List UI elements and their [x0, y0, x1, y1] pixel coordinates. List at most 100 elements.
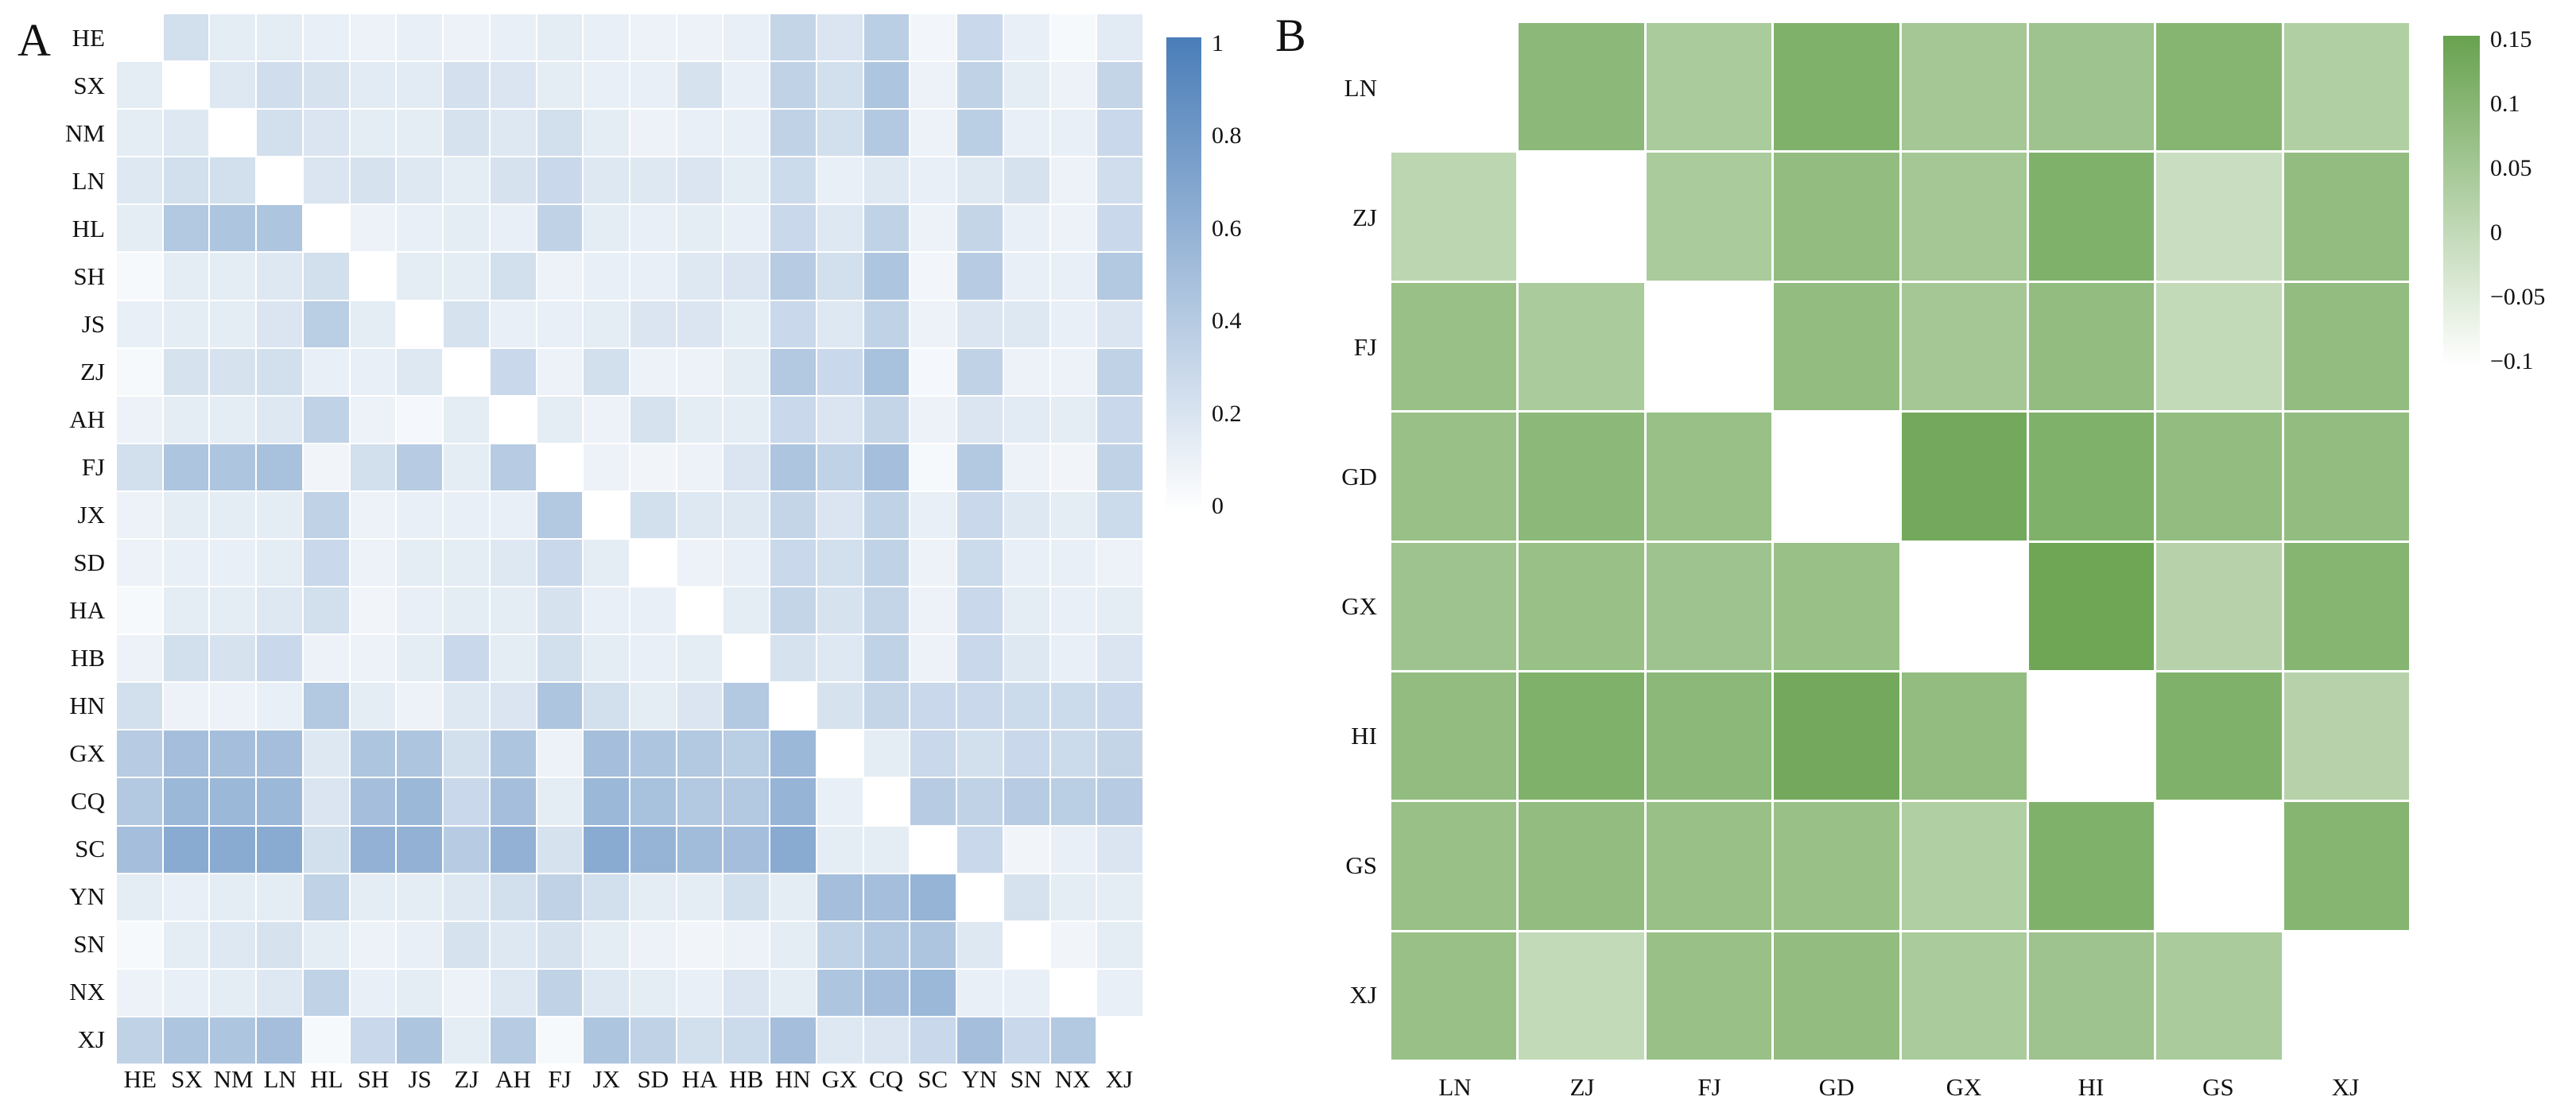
heatmap-cell-ZJ-HN — [770, 348, 816, 395]
heatmap-cell-JS-HE — [117, 300, 162, 347]
heatmap-cell-HN-ZJ — [444, 683, 489, 730]
heatmap-cell-HB-SH — [350, 635, 396, 682]
heatmap-cell-JS-SH — [350, 300, 396, 347]
y-axis-label-HE: HE — [72, 24, 105, 52]
heatmap-cell-FJ-HI — [2028, 282, 2155, 411]
x-axis-label-CQ: CQ — [869, 1065, 904, 1093]
heatmap-cell-HE-SD — [630, 14, 676, 61]
heatmap-cell-XJ-JX — [584, 1017, 629, 1064]
heatmap-cell-HN-HB — [724, 683, 770, 730]
heatmap-cell-NM-XJ — [1097, 110, 1143, 157]
heatmap-cell-HE-HB — [724, 14, 770, 61]
panel-b-colorbar — [2443, 36, 2480, 366]
heatmap-cell-AH-SN — [1003, 396, 1049, 443]
heatmap-cell-SH-CQ — [863, 253, 910, 300]
x-axis-label-HE: HE — [123, 1065, 157, 1093]
heatmap-cell-HB-LN — [257, 635, 302, 682]
heatmap-cell-GD-GS — [2156, 413, 2282, 541]
heatmap-cell-XJ-NX — [1050, 1017, 1096, 1064]
heatmap-cell-FJ-NM — [210, 444, 256, 490]
colorbar-tick-1: 1 — [1212, 30, 1224, 56]
heatmap-cell-CQ-GX — [817, 778, 863, 825]
heatmap-cell-HB-HA — [677, 635, 723, 682]
heatmap-cell-SD-SH — [350, 539, 396, 587]
y-axis-label-FJ: FJ — [81, 453, 105, 481]
heatmap-cell-JX-SD — [630, 491, 676, 538]
heatmap-cell-GX-HB — [724, 730, 770, 777]
heatmap-cell-JX-FJ — [537, 491, 583, 538]
heatmap-cell-SC-FJ — [537, 826, 583, 873]
heatmap-cell-HA-LN — [257, 587, 302, 634]
heatmap-cell-FJ-LN — [1391, 282, 1517, 411]
x-axis-label-NM: NM — [213, 1065, 254, 1093]
heatmap-cell-JS-ZJ — [444, 300, 489, 347]
heatmap-cell-LN-XJ — [1097, 157, 1143, 204]
heatmap-cell-GX-SX — [163, 730, 209, 777]
heatmap-cell-ZJ-AH — [490, 348, 536, 395]
heatmap-cell-SN-SX — [163, 921, 209, 968]
panel-b-heatmap — [1391, 23, 2409, 1060]
heatmap-cell-AH-CQ — [863, 396, 910, 443]
heatmap-cell-AH-HE — [117, 396, 162, 443]
heatmap-cell-SD-LN — [257, 539, 302, 587]
heatmap-cell-SC-NX — [1050, 826, 1096, 873]
heatmap-cell-SN-SH — [350, 921, 396, 968]
heatmap-cell-AH-HN — [770, 396, 816, 443]
heatmap-cell-FJ-NX — [1050, 444, 1096, 490]
heatmap-cell-HL-HL — [303, 205, 349, 252]
heatmap-cell-LN-FJ — [1646, 23, 1772, 151]
x-axis-label-XJ: XJ — [2331, 1073, 2360, 1101]
heatmap-cell-XJ-ZJ — [444, 1017, 489, 1064]
heatmap-cell-HE-CQ — [863, 14, 910, 61]
heatmap-cell-XJ-XJ — [2283, 932, 2409, 1060]
heatmap-cell-SD-YN — [957, 539, 1003, 587]
heatmap-cell-HI-XJ — [2283, 672, 2409, 800]
y-axis-label-GX: GX — [69, 739, 105, 767]
heatmap-cell-ZJ-GD — [1774, 153, 1899, 281]
heatmap-cell-ZJ-HA — [677, 348, 723, 395]
heatmap-cell-LN-LN — [257, 157, 302, 204]
heatmap-cell-SN-NX — [1050, 921, 1096, 968]
heatmap-cell-SH-XJ — [1097, 253, 1143, 300]
heatmap-cell-SX-HN — [770, 62, 816, 109]
heatmap-cell-SC-CQ — [863, 826, 910, 873]
heatmap-cell-HB-CQ — [863, 635, 910, 682]
heatmap-cell-GX-SH — [350, 730, 396, 777]
heatmap-cell-AH-NM — [210, 396, 256, 443]
heatmap-cell-NX-NM — [210, 969, 256, 1016]
heatmap-cell-SX-HE — [117, 62, 162, 109]
heatmap-cell-JS-HA — [677, 300, 723, 347]
heatmap-cell-XJ-GX — [1901, 932, 2027, 1060]
heatmap-cell-JS-JS — [397, 300, 443, 347]
heatmap-cell-HE-HE — [117, 14, 162, 61]
heatmap-cell-SC-XJ — [1097, 826, 1143, 873]
heatmap-cell-GD-XJ — [2283, 413, 2409, 541]
heatmap-cell-AH-JS — [397, 396, 443, 443]
heatmap-cell-HE-GX — [817, 14, 863, 61]
heatmap-cell-HN-FJ — [537, 683, 583, 730]
heatmap-cell-NM-FJ — [537, 110, 583, 157]
heatmap-cell-LN-SH — [350, 157, 396, 204]
heatmap-cell-FJ-FJ — [1646, 282, 1772, 411]
heatmap-cell-SD-HN — [770, 539, 816, 587]
y-axis-label-SH: SH — [73, 262, 105, 290]
heatmap-cell-HN-AH — [490, 683, 536, 730]
heatmap-cell-AH-HB — [724, 396, 770, 443]
y-axis-label-SN: SN — [73, 930, 105, 958]
heatmap-cell-ZJ-HL — [303, 348, 349, 395]
heatmap-cell-NX-SX — [163, 969, 209, 1016]
y-axis-label-HI: HI — [1351, 721, 1377, 750]
heatmap-cell-HB-ZJ — [444, 635, 489, 682]
heatmap-cell-JS-GX — [817, 300, 863, 347]
colorbar-tick-0: 0 — [1212, 493, 1224, 519]
heatmap-cell-FJ-JS — [397, 444, 443, 490]
heatmap-cell-HN-HE — [117, 683, 162, 730]
heatmap-cell-GD-FJ — [1646, 413, 1772, 541]
heatmap-cell-ZJ-JX — [584, 348, 629, 395]
heatmap-cell-AH-YN — [957, 396, 1003, 443]
heatmap-cell-LN-ZJ — [1519, 23, 1644, 151]
heatmap-cell-HA-XJ — [1097, 587, 1143, 634]
x-axis-label-SX: SX — [171, 1065, 203, 1093]
heatmap-cell-NM-SC — [910, 110, 956, 157]
heatmap-cell-SD-FJ — [537, 539, 583, 587]
